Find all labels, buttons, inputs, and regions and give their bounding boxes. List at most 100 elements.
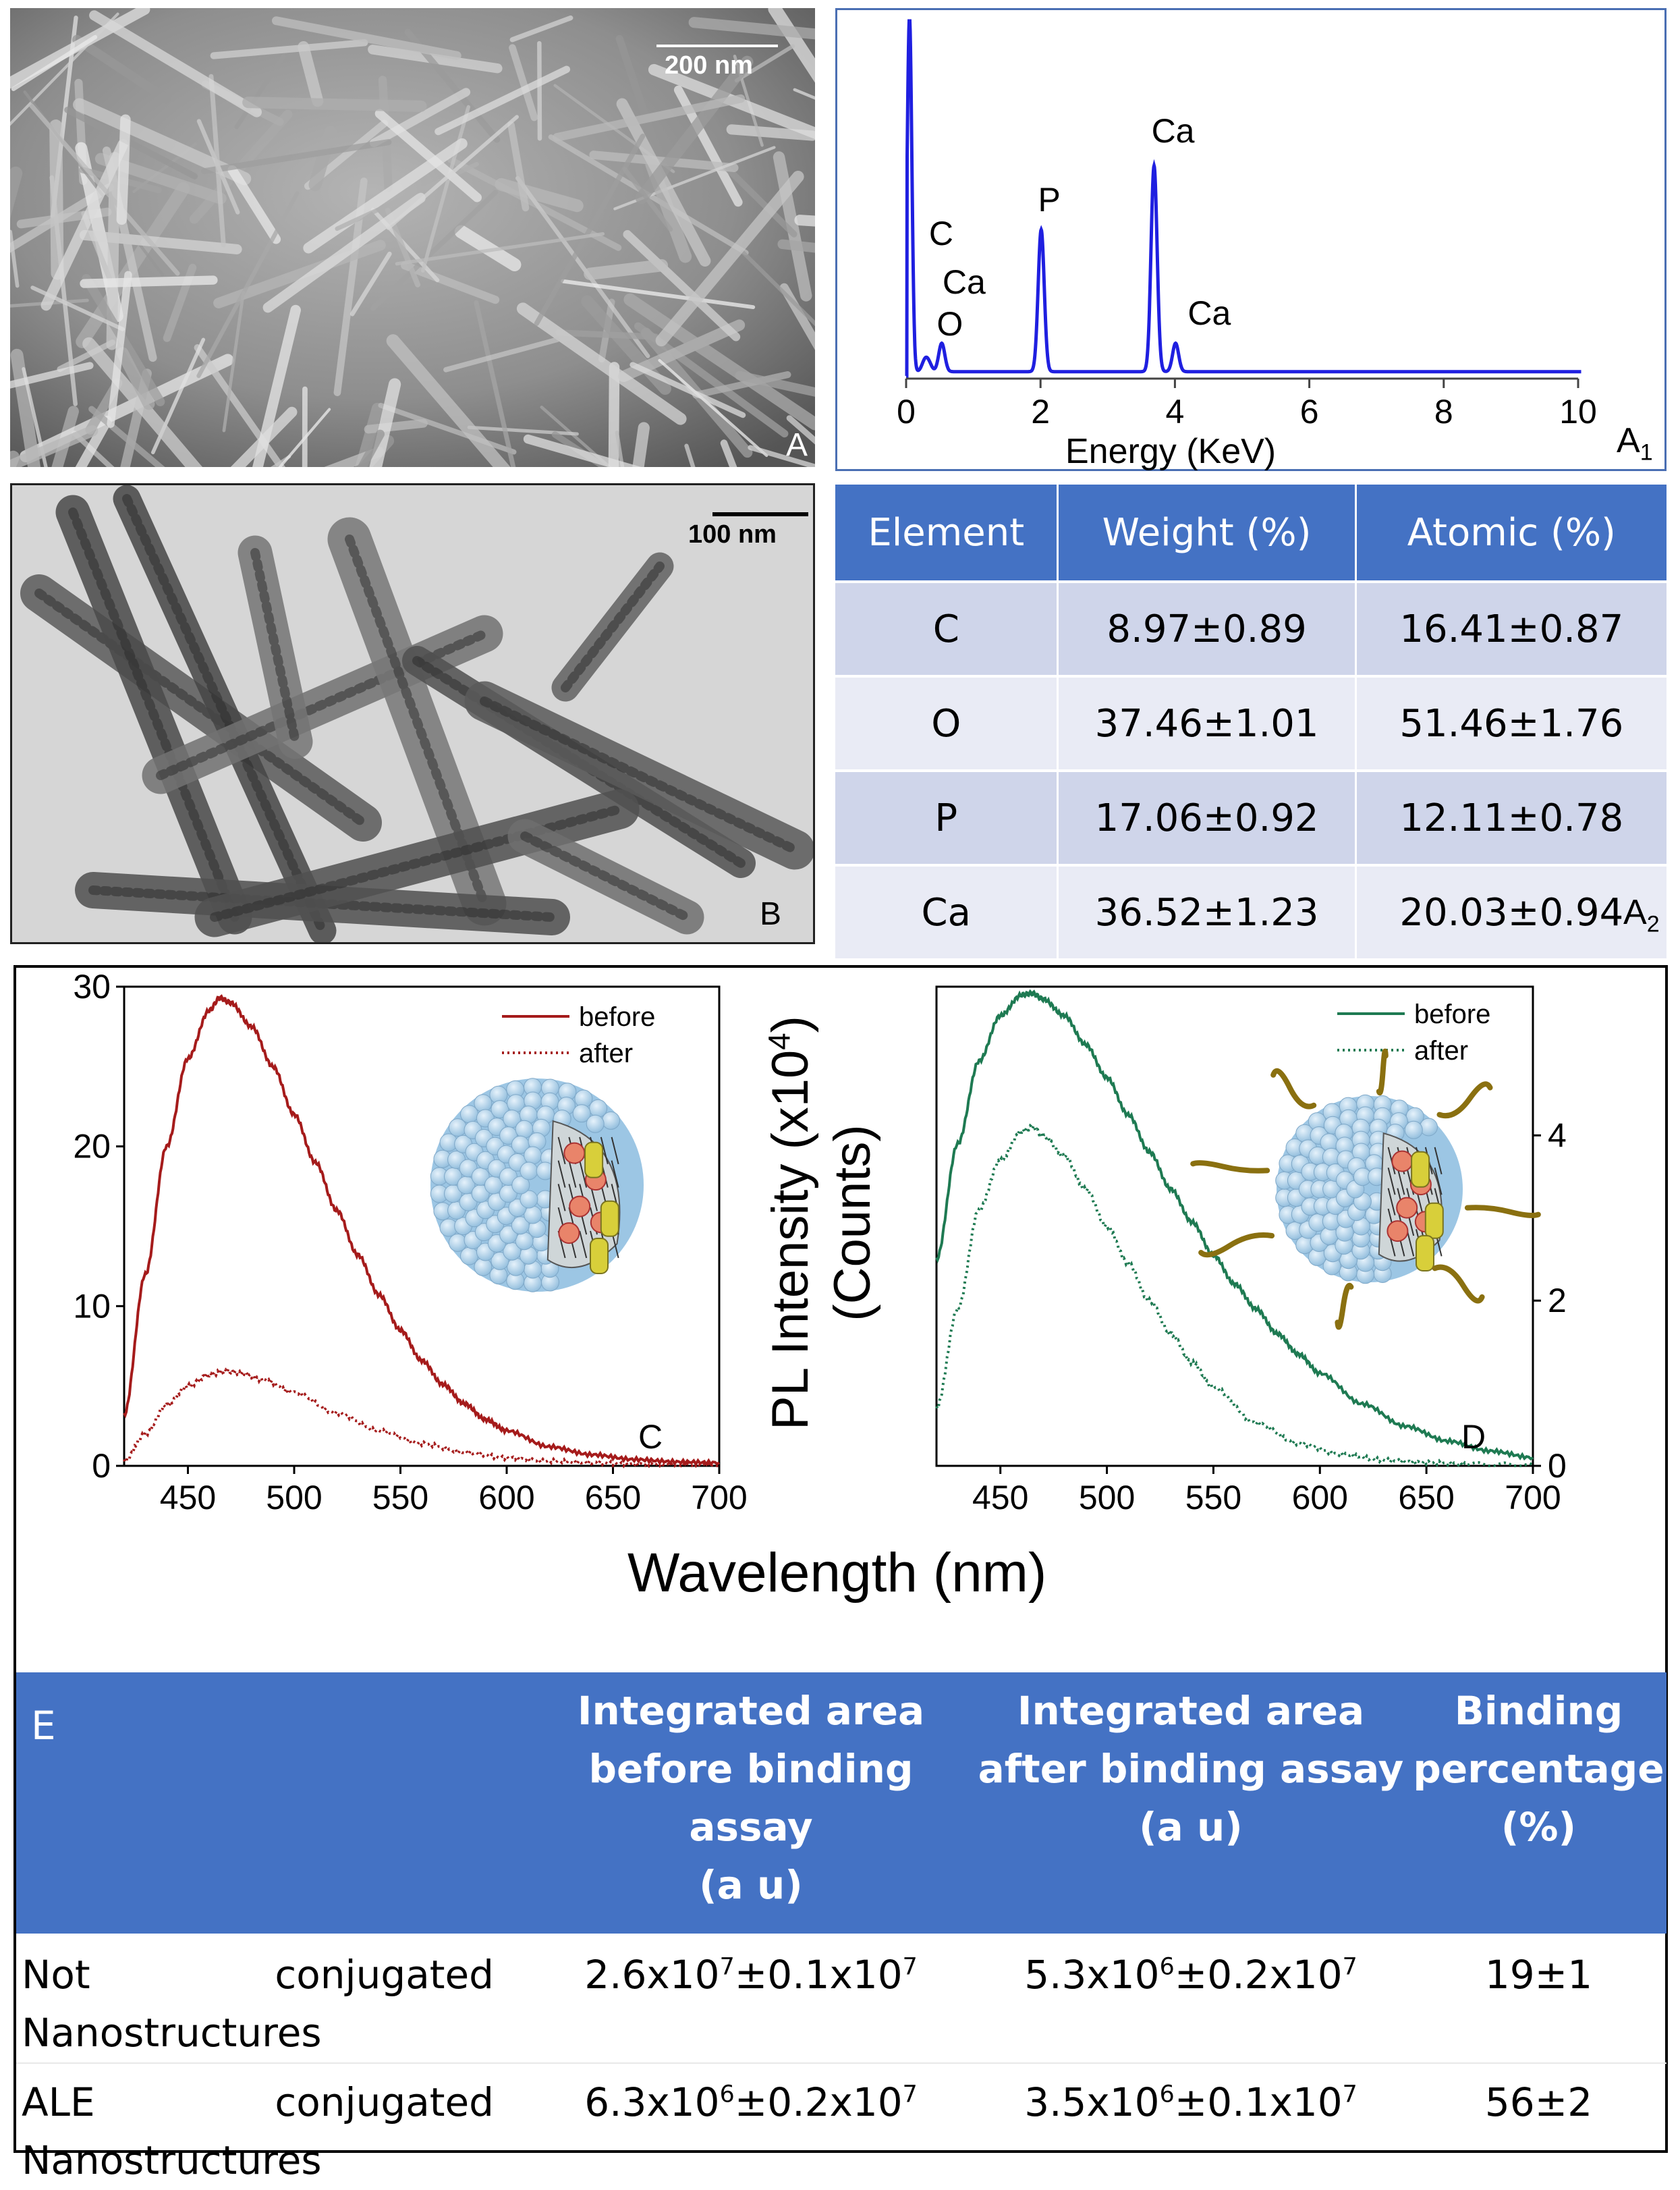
cell-binding: 56±2 [1411, 2063, 1667, 2190]
yellow-capsule [1426, 1203, 1443, 1238]
header-weight: Weight (%) [1058, 485, 1355, 582]
exponent: 7 [903, 1954, 918, 1981]
header-before-line: Integrated area [532, 1682, 970, 1740]
y-tick-label: 10 [73, 1287, 111, 1325]
eds-peak-label: P [1038, 181, 1061, 219]
uncertainty: ±0.2x10 [1175, 1952, 1343, 1998]
cell-binding: 19±1 [1411, 1934, 1667, 2063]
legend-label: before [579, 1002, 655, 1032]
header-before-line: (a u) [532, 1856, 970, 1914]
eds-x-tick-label: 2 [1031, 393, 1050, 431]
header-binding: Binding percentage (%) [1411, 1672, 1667, 1934]
header-before-line: before binding assay [532, 1740, 970, 1856]
drug-molecule [569, 1197, 590, 1217]
panel-label-e: E [31, 1703, 56, 1749]
ale-chain [1201, 1235, 1272, 1255]
mantissa: 6.3x10 [584, 2079, 719, 2125]
eds-spectrum-line [906, 21, 1581, 376]
drug-molecule [1397, 1198, 1417, 1218]
row-name-ale-conjugated: ALE conjugated Nanostructures [16, 2063, 531, 2190]
cell-weight: 36.52±1.23 [1058, 865, 1355, 958]
cell-element: Ca [835, 865, 1058, 958]
sem-needle [248, 103, 421, 107]
cell-atomic: 51.46±1.76 [1355, 676, 1667, 771]
eds-x-tick-label: 0 [897, 393, 916, 431]
header-label-cell: E [16, 1672, 531, 1934]
ale-chain [1337, 1286, 1351, 1327]
ale-chain [1193, 1163, 1267, 1171]
tem-micrograph: 100 nm B [10, 483, 815, 944]
cell-after: 3.5x106±0.1x107 [971, 2063, 1411, 2190]
table-row: O 37.46±1.01 51.46±1.76 [835, 676, 1667, 771]
ale-chain [1440, 1084, 1490, 1116]
mantissa: 5.3x10 [1024, 1952, 1159, 1998]
sem-needle [368, 423, 424, 429]
panel-label-a2-main: A [1623, 893, 1647, 932]
ale-chain [1467, 1207, 1538, 1215]
yellow-capsule [585, 1143, 603, 1178]
eds-x-tick-label: 8 [1434, 393, 1453, 431]
header-binding-line: percentage [1411, 1740, 1666, 1798]
composition-header-row: Element Weight (%) Atomic (%) [835, 485, 1667, 582]
exponent: 7 [1343, 2081, 1357, 2108]
x-tick-label: 700 [691, 1479, 747, 1516]
yellow-capsule [601, 1201, 619, 1236]
x-tick-label: 600 [1292, 1479, 1348, 1516]
exponent: 6 [1160, 2081, 1175, 2108]
x-tick-label: 550 [372, 1479, 428, 1516]
cell-element: O [835, 676, 1058, 771]
cell-weight: 8.97±0.89 [1058, 582, 1355, 676]
scale-bar-line [712, 512, 808, 516]
header-binding-line: Binding [1411, 1682, 1666, 1740]
table-row: Ca 36.52±1.23 20.03±0.94 [835, 865, 1667, 958]
series-line-after [124, 1369, 719, 1466]
header-after-line: Integrated area [972, 1682, 1410, 1740]
exponent: 7 [903, 2081, 918, 2108]
pl-x-axis-label: Wavelength (nm) [627, 1541, 1046, 1605]
x-tick-label: 450 [972, 1479, 1028, 1516]
lipid-head [524, 1147, 542, 1164]
drug-molecule [1387, 1221, 1407, 1241]
sem-needle [121, 119, 125, 219]
lipid-head [586, 1115, 604, 1132]
scale-bar-label: 100 nm [688, 520, 777, 549]
liposome-illustration [430, 1078, 644, 1292]
y-tick-label: 2 [1548, 1282, 1567, 1319]
sem-needle [84, 280, 213, 283]
binding-table: E Integrated area before binding assay (… [16, 1672, 1667, 2190]
row-name-word: Not [22, 1946, 90, 2004]
eds-x-tick-label: 6 [1300, 393, 1319, 431]
cell-atomic: 16.41±0.87 [1355, 582, 1667, 676]
exponent: 6 [720, 2081, 735, 2108]
row-name-word: Nanostructures [22, 2004, 530, 2062]
panel-label-b: B [760, 896, 781, 933]
mantissa: 2.6x10 [584, 1952, 719, 1998]
legend-label: after [1414, 1036, 1468, 1066]
sem-needle [539, 43, 540, 138]
pl-y-label-exp: 4 [762, 1033, 797, 1049]
lipid-head [1405, 1121, 1422, 1139]
cell-atomic: 12.11±0.78 [1355, 771, 1667, 865]
ale-chain [1379, 1051, 1386, 1093]
x-tick-label: 600 [478, 1479, 534, 1516]
header-after: Integrated area after binding assay (a u… [971, 1672, 1411, 1934]
eds-peak-label: Ca [943, 263, 986, 301]
ale-chain [1273, 1071, 1314, 1107]
sem-needle [613, 367, 614, 467]
drug-molecule [564, 1143, 584, 1164]
table-row: P 17.06±0.92 12.11±0.78 [835, 771, 1667, 865]
table-row: ALE conjugated Nanostructures 6.3x106±0.… [16, 2063, 1667, 2190]
binding-header-row: E Integrated area before binding assay (… [16, 1672, 1667, 1934]
panel-label-a1: A1 [1617, 420, 1653, 466]
x-tick-label: 500 [1079, 1479, 1135, 1516]
x-tick-label: 650 [585, 1479, 641, 1516]
lipid-head [474, 1095, 492, 1112]
cell-weight: 17.06±0.92 [1058, 771, 1355, 865]
drug-molecule [559, 1223, 579, 1243]
exponent: 7 [1343, 1954, 1357, 1981]
mantissa: 3.5x10 [1024, 2079, 1159, 2125]
row-name-word: ALE [22, 2073, 95, 2131]
sem-needle [56, 126, 57, 273]
